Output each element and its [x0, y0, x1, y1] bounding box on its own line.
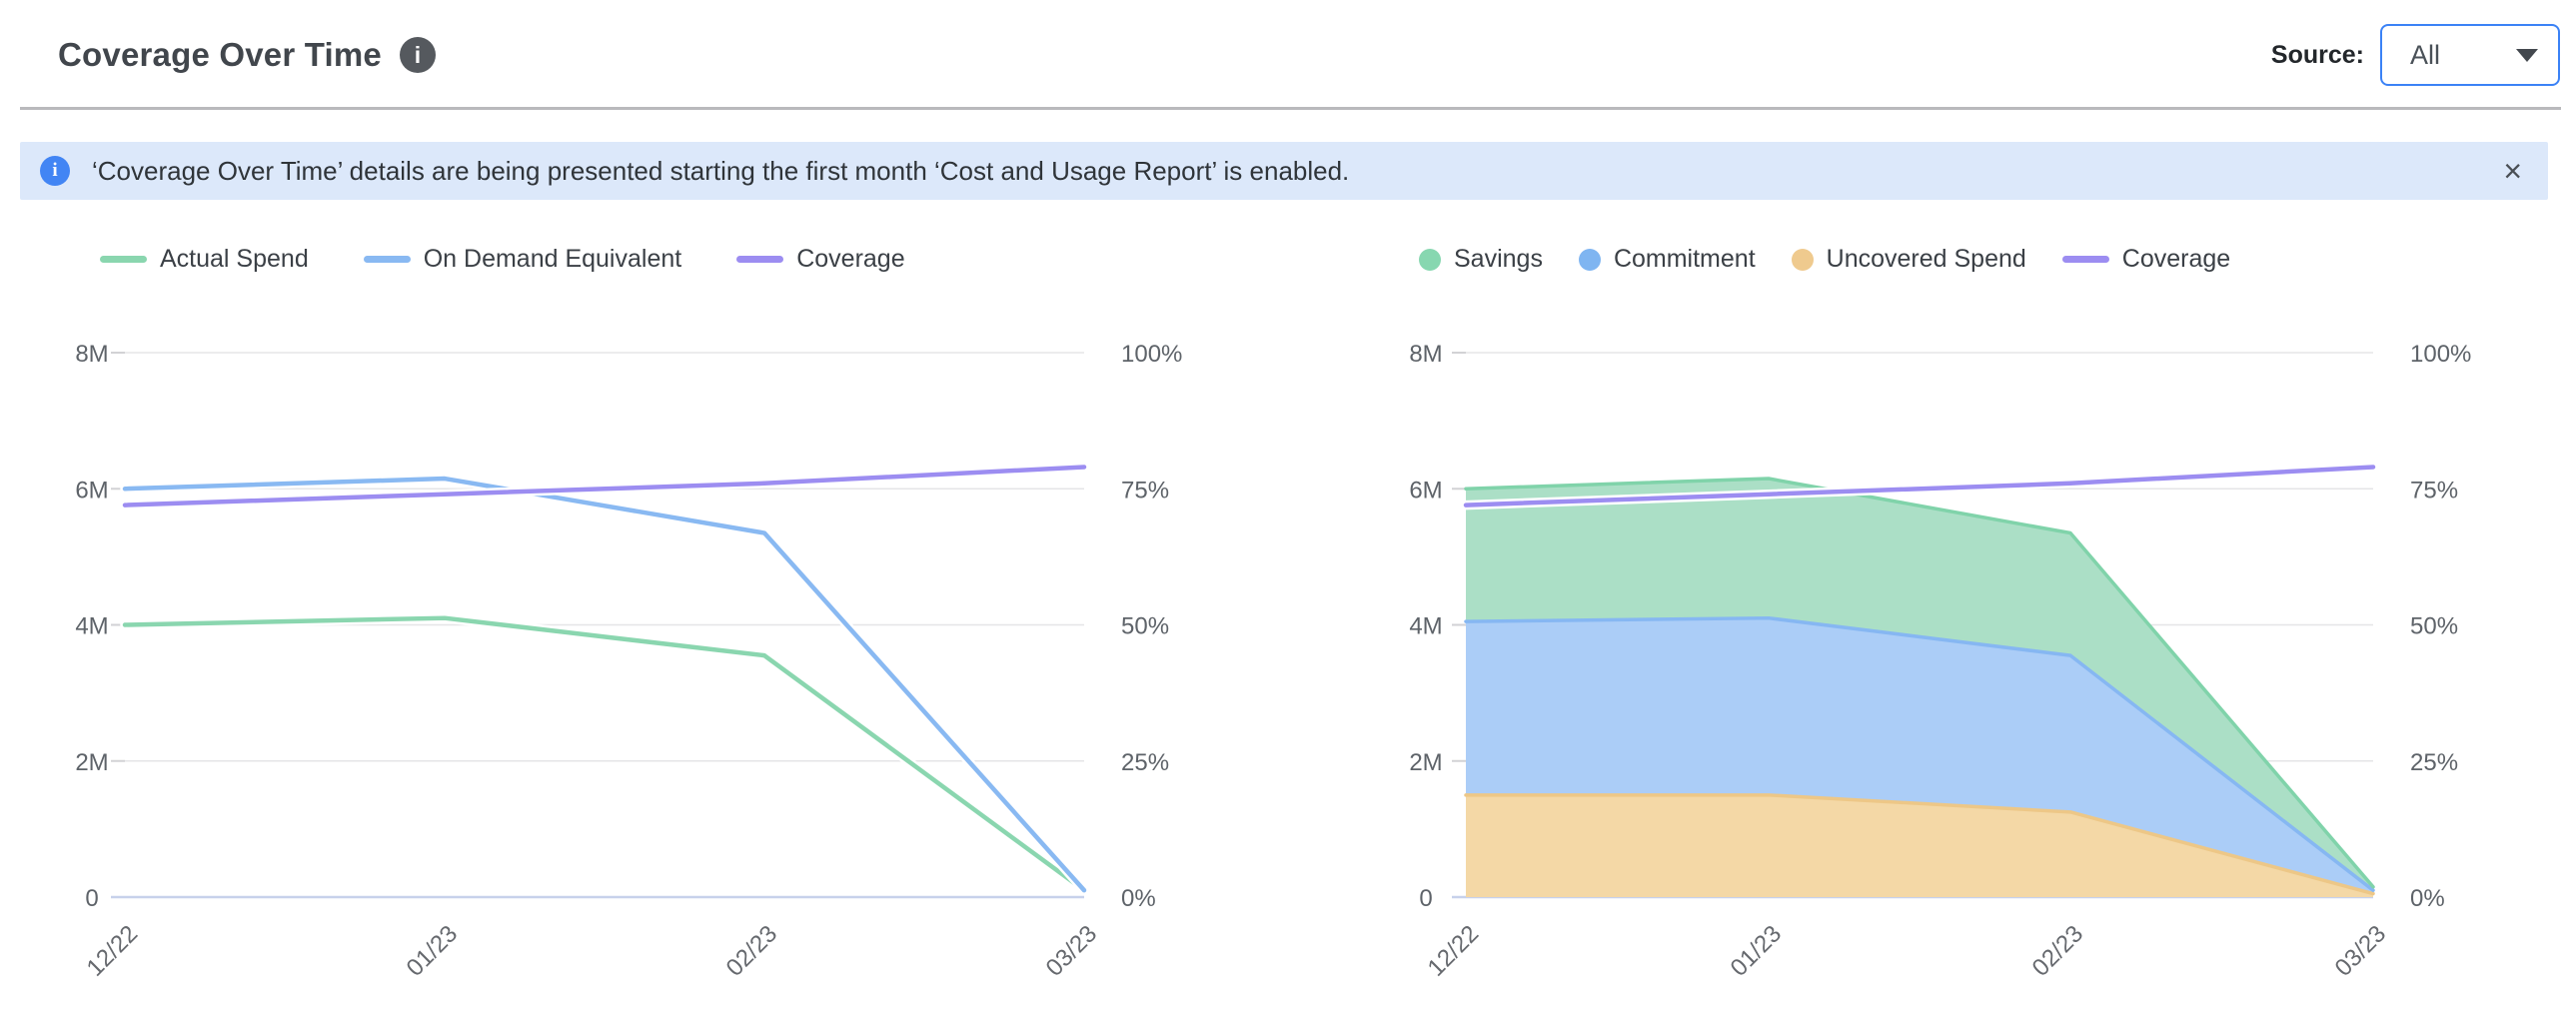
- svg-text:50%: 50%: [2410, 613, 2458, 640]
- banner-close-button[interactable]: ×: [2491, 149, 2534, 193]
- svg-text:2M: 2M: [1409, 749, 1442, 776]
- legend-label: On Demand Equivalent: [423, 245, 682, 273]
- legend-item-coverage[interactable]: Coverage: [736, 245, 905, 274]
- banner-info-icon: i: [40, 156, 70, 186]
- info-icon-glyph: i: [414, 41, 422, 68]
- svg-text:100%: 100%: [1121, 341, 1182, 368]
- svg-text:01/23: 01/23: [1726, 920, 1788, 982]
- legend-label: Uncovered Spend: [1826, 245, 2026, 273]
- legend-label: Savings: [1454, 245, 1543, 273]
- legend-label: Coverage: [2121, 245, 2231, 273]
- legend-item-on-demand-equivalent[interactable]: On Demand Equivalent: [363, 245, 682, 274]
- legend-label: Commitment: [1613, 245, 1756, 273]
- page-title: Coverage Over Time: [58, 36, 382, 73]
- area-chart-legend: Savings Commitment Uncovered Spend Coverage: [1419, 245, 2230, 274]
- on-demand-equivalent-dash-icon: [363, 256, 411, 263]
- svg-text:6M: 6M: [75, 477, 108, 504]
- source-dropdown[interactable]: All: [2380, 24, 2560, 86]
- svg-text:0%: 0%: [1121, 885, 1156, 912]
- svg-text:50%: 50%: [1121, 613, 1169, 640]
- banner-text: ‘Coverage Over Time’ details are being p…: [92, 155, 1350, 186]
- svg-text:02/23: 02/23: [2027, 920, 2089, 982]
- svg-text:4M: 4M: [75, 613, 108, 640]
- spend-line-chart[interactable]: 0 0% 2M 25% 4M 50% 6M 75% 8M 100% 12/22 01/23 02/23 0…: [40, 330, 1199, 1009]
- svg-text:03/23: 03/23: [2330, 920, 2392, 982]
- svg-text:8M: 8M: [75, 341, 108, 368]
- svg-text:01/23: 01/23: [402, 920, 464, 982]
- svg-text:75%: 75%: [1121, 477, 1169, 504]
- header-divider: [20, 107, 2561, 110]
- legend-item-coverage[interactable]: Coverage: [2061, 245, 2231, 274]
- source-label: Source:: [2270, 40, 2364, 69]
- line-chart-legend: Actual Spend On Demand Equivalent Coverage: [100, 245, 905, 274]
- svg-text:0: 0: [85, 885, 98, 912]
- title-info-icon[interactable]: i: [399, 37, 436, 73]
- coverage-area-chart-panel: Savings Commitment Uncovered Spend Coverage…: [1379, 240, 2498, 1015]
- coverage-area-chart[interactable]: 0 0% 2M 25% 4M 50% 6M 75% 8M 100% 12/22 01/23 02/23 0…: [1379, 330, 2498, 1009]
- svg-text:2M: 2M: [75, 749, 108, 776]
- source-control: Source: All: [2271, 24, 2560, 86]
- banner-info-glyph: i: [52, 160, 58, 181]
- spend-line-chart-panel: Actual Spend On Demand Equivalent Coverage…: [40, 240, 1199, 1015]
- svg-text:25%: 25%: [2410, 749, 2458, 776]
- svg-text:12/22: 12/22: [1423, 920, 1485, 982]
- svg-text:12/22: 12/22: [82, 920, 144, 982]
- info-banner: i ‘Coverage Over Time’ details are being…: [20, 142, 2548, 200]
- coverage-dash-icon: [736, 256, 784, 263]
- svg-text:100%: 100%: [2410, 341, 2471, 368]
- legend-item-uncovered-spend[interactable]: Uncovered Spend: [1791, 245, 2026, 274]
- svg-text:4M: 4M: [1409, 613, 1442, 640]
- actual-spend-dash-icon: [100, 256, 147, 263]
- legend-label: Coverage: [796, 245, 905, 273]
- chevron-down-icon: [2516, 48, 2538, 62]
- svg-text:75%: 75%: [2410, 477, 2458, 504]
- svg-text:0%: 0%: [2410, 885, 2445, 912]
- legend-item-commitment[interactable]: Commitment: [1578, 245, 1756, 274]
- legend-item-savings[interactable]: Savings: [1419, 245, 1543, 274]
- coverage-dash-icon: [2061, 256, 2109, 263]
- svg-text:6M: 6M: [1409, 477, 1442, 504]
- svg-text:02/23: 02/23: [721, 920, 783, 982]
- savings-dot-icon: [1419, 248, 1441, 271]
- source-dropdown-value: All: [2410, 39, 2441, 70]
- svg-text:0: 0: [1419, 885, 1432, 912]
- svg-text:03/23: 03/23: [1041, 920, 1103, 982]
- legend-label: Actual Spend: [160, 245, 309, 273]
- svg-text:25%: 25%: [1121, 749, 1169, 776]
- commitment-dot-icon: [1578, 248, 1601, 271]
- widget-header: Coverage Over Time i Source: All: [0, 0, 2576, 110]
- legend-item-actual-spend[interactable]: Actual Spend: [100, 245, 309, 274]
- uncovered-spend-dot-icon: [1791, 248, 1814, 271]
- svg-text:8M: 8M: [1409, 341, 1442, 368]
